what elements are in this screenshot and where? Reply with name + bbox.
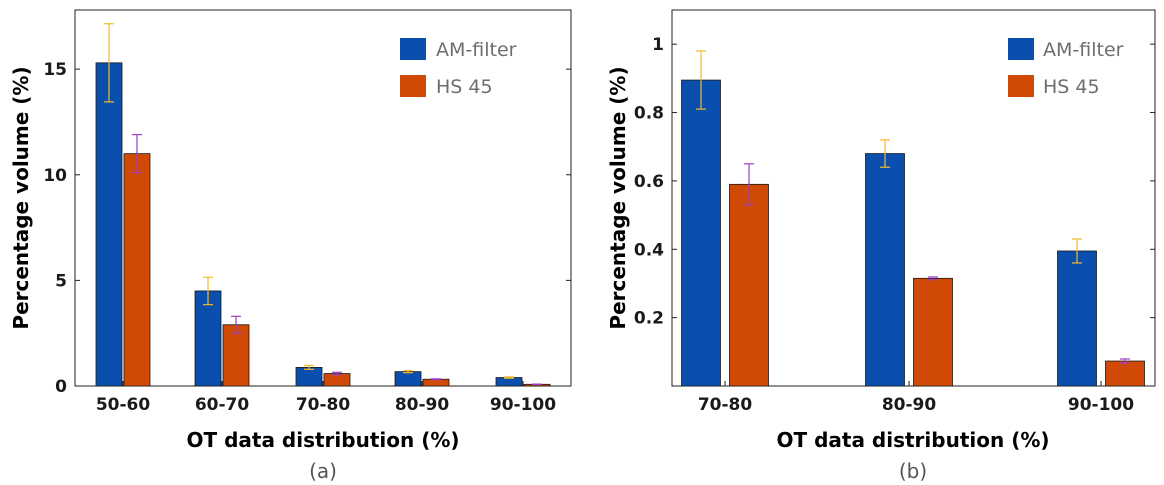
bar-am-filter-60-70-a (194, 290, 222, 387)
x-axis-title-b: OT data distribution (%) (776, 428, 1049, 452)
y-tick-label-5-a: 5 (55, 271, 67, 291)
caption-b: (b) (899, 459, 927, 483)
bar-hs-45-80-90-b (913, 277, 953, 387)
error-bar-hs-45-80-90-b (928, 276, 938, 281)
error-bar-hs-45-70-80-a (332, 371, 342, 376)
error-bar-am-filter-50-60-a (104, 23, 114, 103)
x-tick-label-90-100-b: 90-100 (1068, 395, 1134, 415)
y-tick-label-0-4-b: 0.4 (634, 240, 664, 260)
bar-am-filter-50-60-a (95, 62, 123, 387)
legend-label-hs45-b: HS 45 (1043, 76, 1100, 98)
error-bar-hs-45-90-100-b (1120, 358, 1130, 364)
bar-am-filter-80-90-a (394, 371, 422, 387)
error-bar-am-filter-80-90-b (880, 139, 890, 168)
plot-frame-a (74, 9, 572, 387)
bar-am-filter-90-100-a (495, 377, 523, 387)
y-tick-label-1-b: 1 (652, 35, 664, 55)
x-tick-label-60-70-a: 60-70 (195, 395, 250, 415)
bar-am-filter-70-80-b (681, 79, 721, 387)
x-tick-label-80-90-b: 80-90 (882, 395, 937, 415)
x-tick-label-80-90-a: 80-90 (395, 395, 450, 415)
legend-label-hs45-a: HS 45 (436, 76, 493, 98)
legend-swatch-am-filter-a (400, 38, 426, 60)
x-tick-label-50-60-a: 50-60 (96, 395, 151, 415)
error-bar-am-filter-60-70-a (203, 276, 213, 306)
bar-hs-45-60-70-a (222, 324, 250, 387)
bar-hs-45-70-80-a (323, 373, 351, 387)
legend-a: AM-filter HS 45 (400, 38, 517, 98)
x-axis-title-a: OT data distribution (%) (186, 428, 459, 452)
error-bar-am-filter-90-100-b (1072, 238, 1082, 264)
legend-swatch-hs45-b (1008, 75, 1034, 97)
chart-panel-b: 0.2 0.4 0.6 0.8 1 70-80 80-90 90-100 AM-filter… (606, 9, 1156, 483)
chart-panel-a: 0 5 10 15 50-60 60-70 70-80 80-90 90-100 AM-fil… (9, 9, 572, 483)
y-tick-label-0-a: 0 (55, 377, 67, 397)
y-tick-label-0-6-b: 0.6 (634, 172, 664, 192)
y-tick-label-0-8-b: 0.8 (634, 104, 664, 124)
legend-swatch-hs45-a (400, 75, 426, 97)
bar-hs-45-70-80-b (729, 183, 769, 387)
bar-am-filter-80-90-b (865, 153, 905, 387)
caption-a: (a) (309, 459, 337, 483)
y-axis-title-a: Percentage volume (%) (9, 66, 33, 329)
legend-label-am-filter-b: AM-filter (1043, 39, 1124, 61)
y-tick-label-0-2-b: 0.2 (634, 309, 664, 329)
y-tick-label-15-a: 15 (43, 60, 67, 80)
x-tick-label-90-100-a: 90-100 (490, 395, 556, 415)
error-bar-hs-45-80-90-a (431, 378, 441, 381)
error-bar-hs-45-60-70-a (231, 315, 241, 334)
error-bar-hs-45-50-60-a (132, 134, 142, 174)
bar-hs-45-50-60-a (123, 153, 151, 387)
error-bar-am-filter-80-90-a (403, 369, 413, 374)
x-tick-label-70-80-b: 70-80 (698, 395, 753, 415)
bar-am-filter-90-100-b (1057, 250, 1097, 387)
legend-b: AM-filter HS 45 (1008, 38, 1124, 98)
error-bar-am-filter-70-80-a (304, 364, 314, 370)
y-tick-label-10-a: 10 (43, 166, 67, 186)
error-bar-hs-45-70-80-b (744, 163, 754, 206)
x-tick-label-70-80-a: 70-80 (296, 395, 351, 415)
y-axis-title-b: Percentage volume (%) (606, 66, 630, 329)
bar-am-filter-70-80-a (295, 367, 323, 387)
legend-swatch-am-filter-b (1008, 38, 1034, 60)
error-bar-am-filter-90-100-a (504, 376, 514, 379)
legend-label-am-filter-a: AM-filter (436, 39, 517, 61)
error-bar-am-filter-70-80-b (696, 50, 706, 110)
bar-hs-45-90-100-b (1105, 360, 1145, 387)
